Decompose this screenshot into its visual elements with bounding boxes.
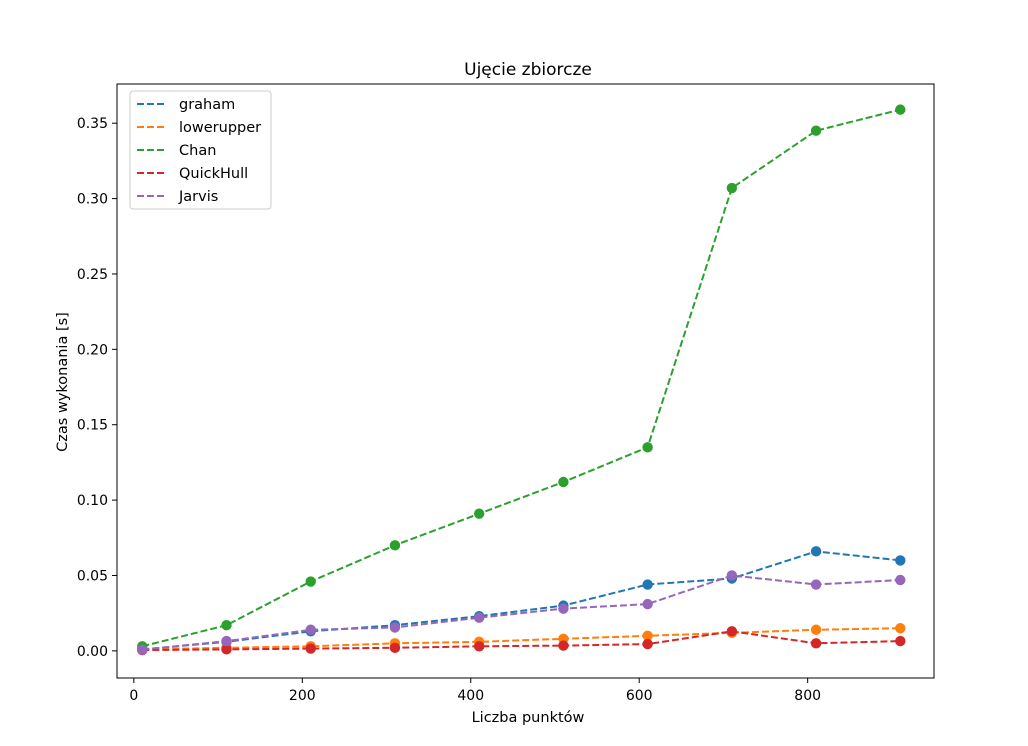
data-point-graham (642, 579, 653, 590)
y-tick-label: 0.15 (77, 418, 108, 434)
data-point-chan (221, 620, 232, 631)
data-point-quickhull (389, 642, 401, 654)
y-tick-label: 0.20 (77, 342, 108, 358)
data-point-chan (810, 125, 822, 136)
data-point-graham (895, 555, 906, 566)
chart-title: Ujęcie zbiorcze (464, 60, 592, 80)
x-tick-label: 400 (457, 688, 484, 704)
x-tick-label: 800 (794, 688, 821, 704)
legend-label-graham: graham (179, 97, 235, 113)
data-point-chan (305, 576, 316, 587)
data-point-chan (642, 442, 653, 453)
data-point-jarvis (389, 622, 401, 633)
data-point-chan (726, 182, 738, 194)
legend-label-chan: Chan (179, 143, 216, 159)
series-line-lowerupper (142, 627, 901, 651)
y-tick-label: 0.35 (77, 116, 108, 132)
legend-label-jarvis: Jarvis (178, 189, 218, 205)
data-point-quickhull (558, 640, 569, 651)
series-line-chan (142, 108, 901, 648)
data-point-quickhull (642, 638, 653, 650)
data-point-lowerupper (895, 623, 906, 634)
plot-frame (116, 83, 935, 679)
data-point-jarvis (473, 612, 485, 623)
data-point-jarvis (895, 574, 906, 586)
y-tick-label: 0.10 (77, 493, 108, 509)
legend-box (129, 90, 272, 210)
data-point-jarvis (558, 603, 569, 614)
series-line-quickhull (142, 630, 901, 652)
series-line-graham (142, 550, 901, 651)
x-tick-label: 0 (129, 688, 138, 704)
data-point-jarvis (305, 624, 316, 635)
x-axis-title: Liczba punktów (472, 710, 585, 726)
y-tick-label: 0.05 (77, 568, 108, 584)
legend-label-lowerupper: lowerupper (179, 120, 261, 136)
data-point-jarvis (726, 570, 738, 581)
data-point-quickhull (726, 626, 738, 637)
data-point-jarvis (221, 635, 232, 647)
y-tick-label: 0.00 (77, 644, 108, 660)
data-point-chan (558, 476, 569, 488)
data-point-lowerupper (642, 630, 653, 641)
data-point-chan (473, 508, 485, 519)
x-tick-label: 600 (626, 688, 653, 704)
data-point-jarvis (642, 598, 653, 610)
y-tick-label: 0.25 (77, 267, 108, 283)
data-point-chan (895, 104, 906, 115)
plot-area: 0 200 400 600 800 0.00 0.05 0.10 0.15 0.20 0.25 0.3… (77, 83, 935, 704)
series-line-jarvis (142, 574, 901, 651)
y-axis-title: Czas wykonania [s] (55, 312, 71, 452)
data-point-chan (389, 540, 401, 551)
data-point-quickhull (810, 638, 822, 649)
legend-label-quickhull: QuickHull (179, 166, 248, 182)
data-point-jarvis (810, 579, 822, 590)
x-tick-label: 200 (289, 688, 316, 704)
data-point-lowerupper (810, 624, 822, 635)
data-point-quickhull (473, 641, 485, 652)
data-point-jarvis (137, 644, 148, 655)
data-point-quickhull (221, 644, 232, 655)
data-point-quickhull (895, 635, 906, 647)
legend: graham lowerupper Chan QuickHull Jarvis (129, 90, 272, 210)
y-tick-label: 0.30 (77, 192, 108, 208)
data-point-quickhull (305, 643, 316, 654)
data-point-graham (810, 546, 822, 557)
